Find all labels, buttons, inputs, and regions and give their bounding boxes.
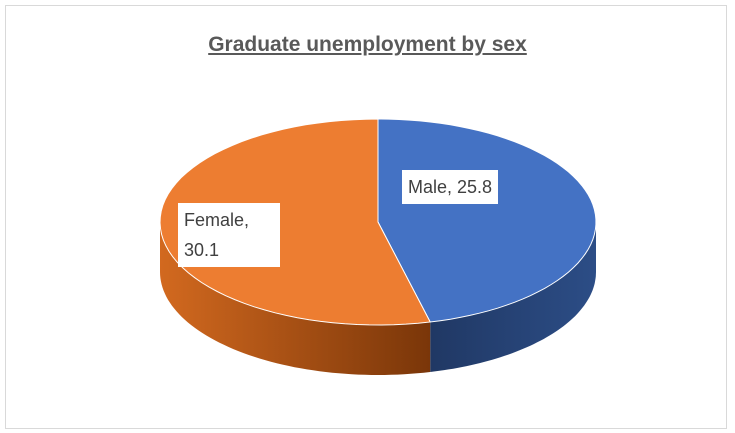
slice bbox=[377, 118, 597, 323]
chart-border bbox=[5, 5, 727, 429]
chart-title: Graduate unemployment by sex bbox=[208, 33, 527, 56]
slice-side bbox=[430, 222, 596, 372]
slice bbox=[159, 118, 431, 326]
data-label: Female, 30.1 bbox=[178, 203, 280, 267]
slice-side bbox=[160, 222, 431, 375]
data-label: Male, 25.8 bbox=[402, 170, 499, 204]
